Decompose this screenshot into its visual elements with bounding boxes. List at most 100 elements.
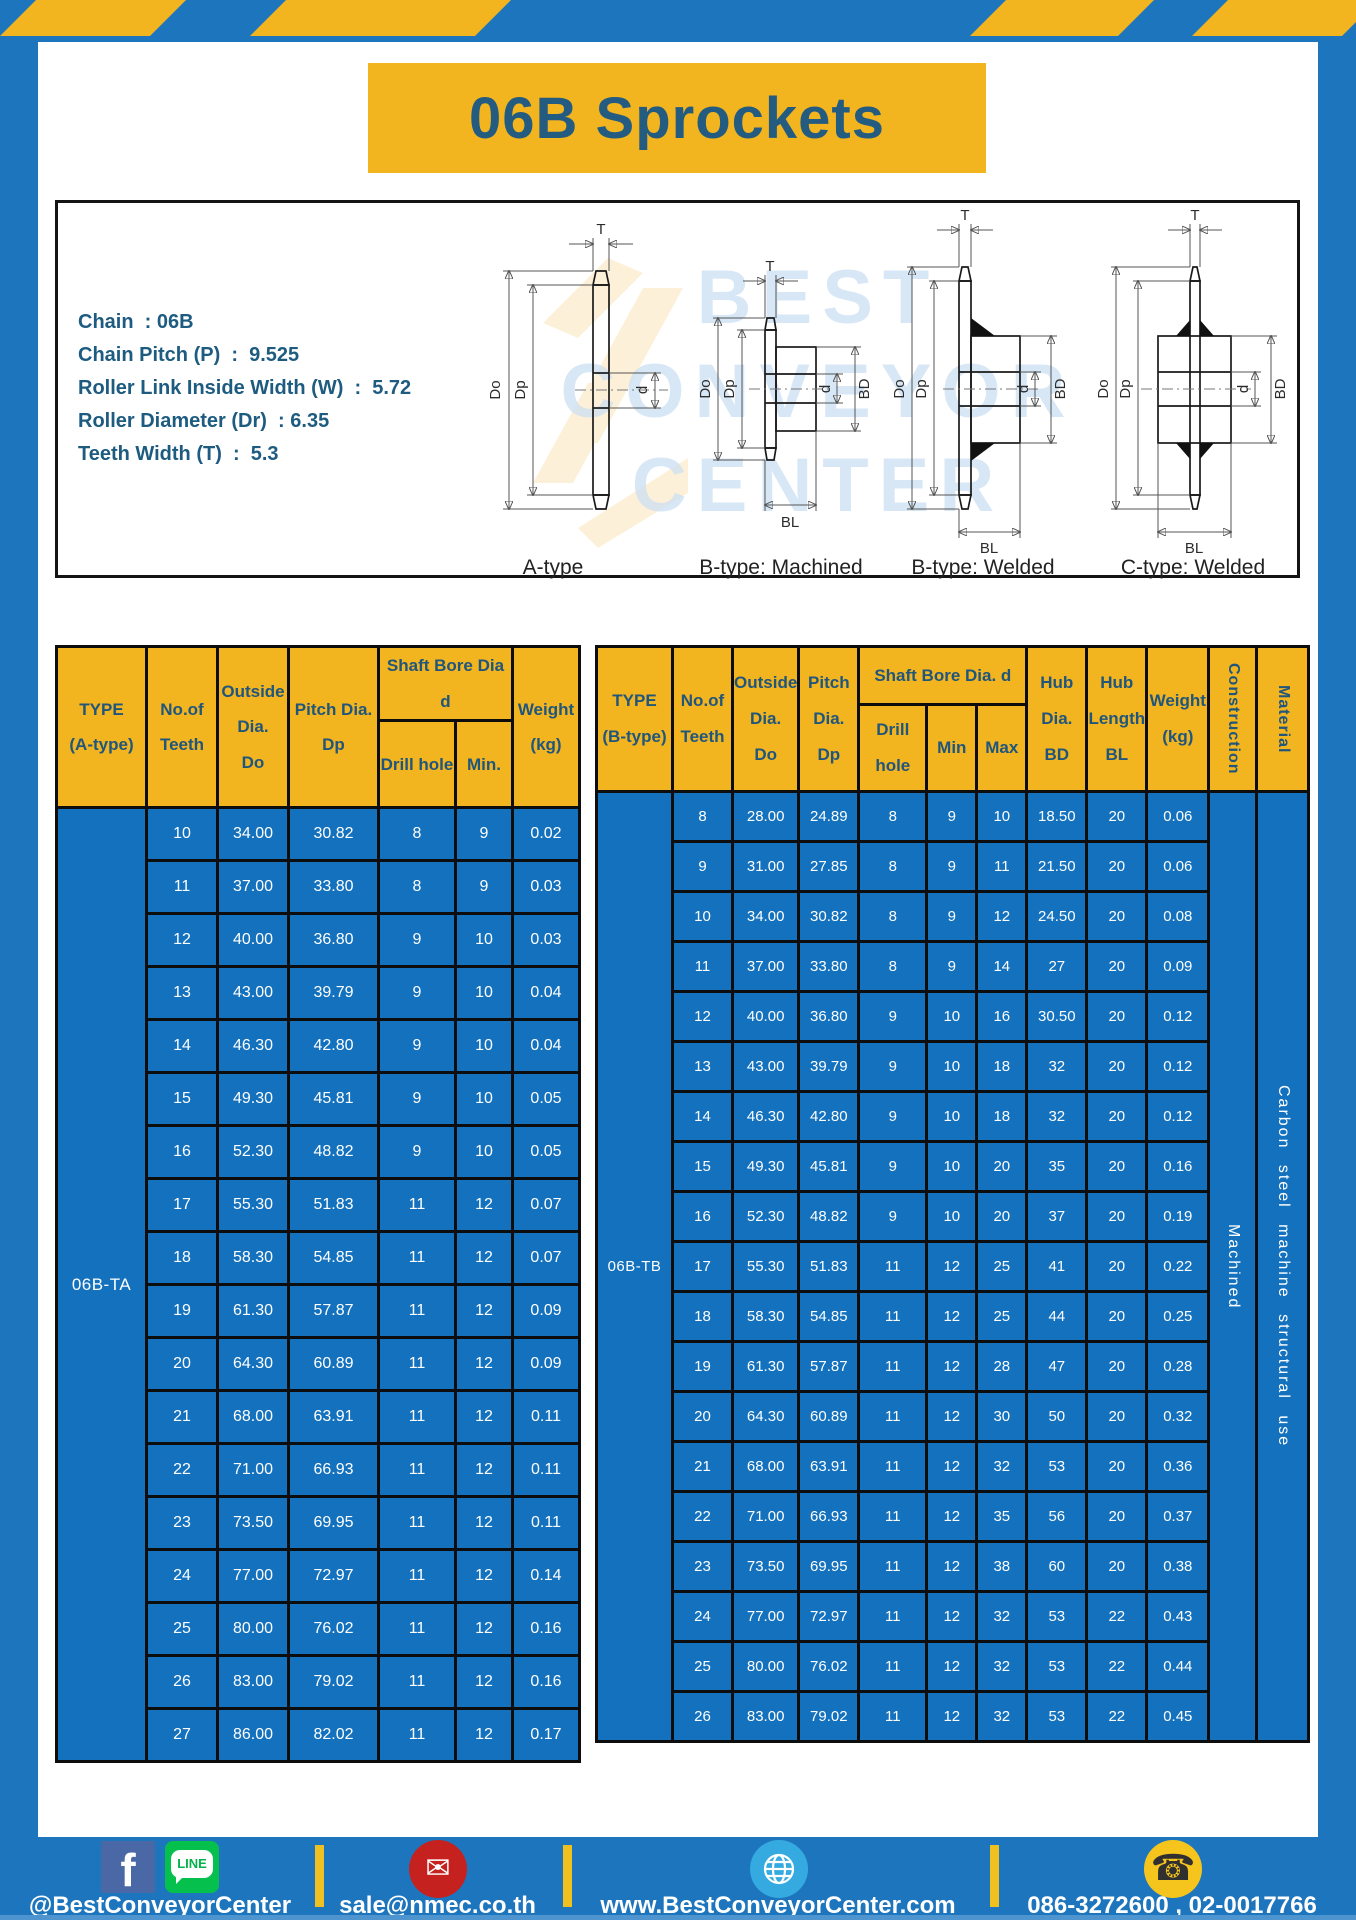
- data-cell: 20: [1085, 890, 1149, 943]
- data-cell: 11: [377, 1601, 457, 1658]
- data-cell: 16: [145, 1124, 219, 1181]
- social-handle-text: @BestConveyorCenter: [28, 1892, 292, 1919]
- data-cell: 72.97: [797, 1590, 861, 1643]
- data-cell: 10: [454, 912, 514, 969]
- data-cell: 20: [1085, 1340, 1149, 1393]
- diagram-caption-c-welded: C-type: Welded: [1120, 556, 1266, 579]
- data-cell: 15: [145, 1071, 219, 1128]
- col-header-material: Material: [1255, 645, 1311, 793]
- construction-value-cell: Machined: [1207, 790, 1259, 1743]
- data-cell: 0.11: [511, 1389, 581, 1446]
- col-header-type: TYPE (A-type): [55, 644, 148, 810]
- title-banner: 06B Sprockets: [368, 63, 986, 173]
- dim-label-d: d: [634, 386, 651, 394]
- table-row: 13 43.00 39.79 9 10 0.04: [57, 965, 581, 1022]
- data-cell: 69.95: [797, 1540, 861, 1593]
- footer-divider: [990, 1845, 999, 1907]
- data-cell: 0.38: [1145, 1540, 1211, 1593]
- data-cell: 45.81: [797, 1140, 861, 1193]
- data-cell: 9: [377, 912, 457, 969]
- data-cell: 20: [1085, 940, 1149, 993]
- data-cell: 8: [857, 890, 929, 943]
- data-cell: 54.85: [287, 1230, 380, 1287]
- table-row: 19 61.30 57.87 11 12 0.09: [57, 1283, 581, 1340]
- data-cell: 72.97: [287, 1548, 380, 1605]
- data-cell: 0.11: [511, 1442, 581, 1499]
- data-cell: 49.30: [730, 1140, 801, 1193]
- col-header-teeth: No.of Teeth: [145, 644, 219, 810]
- table-row: 26 83.00 79.02 11 12 0.16: [57, 1654, 581, 1711]
- data-cell: 57.87: [287, 1283, 380, 1340]
- data-cell: 0.22: [1145, 1240, 1211, 1293]
- data-cell: 0.19: [1145, 1190, 1211, 1243]
- data-cell: 41: [1025, 1240, 1089, 1293]
- table-row: 24 77.00 72.97 11 12 32 53 22 0.43: [597, 1590, 1309, 1643]
- data-cell: 61.30: [216, 1283, 290, 1340]
- data-cell: 11: [377, 1230, 457, 1287]
- table-row: 18 58.30 54.85 11 12 0.07: [57, 1230, 581, 1287]
- data-cell: 12: [925, 1390, 979, 1443]
- data-cell: 9: [857, 1090, 929, 1143]
- dim-label-Do: Do: [1095, 379, 1112, 398]
- line-icon: LINE: [165, 1841, 219, 1893]
- data-cell: 0.07: [511, 1177, 581, 1234]
- table-row: 17 55.30 51.83 11 12 25 41 20 0.22: [597, 1240, 1309, 1293]
- data-cell: 53: [1025, 1590, 1089, 1643]
- corner-stripe: [0, 0, 186, 36]
- data-cell: 12: [925, 1540, 979, 1593]
- data-cell: 10: [925, 1190, 979, 1243]
- data-cell: 19: [671, 1340, 734, 1393]
- data-cell: 28: [975, 1340, 1029, 1393]
- data-cell: 10: [454, 1018, 514, 1075]
- data-cell: 10: [454, 1124, 514, 1181]
- data-cell: 48.82: [797, 1190, 861, 1243]
- data-cell: 39.79: [797, 1040, 861, 1093]
- table-row: 18 58.30 54.85 11 12 25 44 20 0.25: [597, 1290, 1309, 1343]
- data-cell: 0.07: [511, 1230, 581, 1287]
- data-cell: 8: [857, 840, 929, 893]
- data-cell: 27.85: [797, 840, 861, 893]
- data-cell: 17: [671, 1240, 734, 1293]
- col-header-pitch-dia: Pitch Dia. Dp: [797, 645, 861, 793]
- data-cell: 0.11: [511, 1495, 581, 1552]
- data-cell: 16: [671, 1190, 734, 1243]
- data-cell: 32: [1025, 1090, 1089, 1143]
- data-cell: 0.12: [1145, 1040, 1211, 1093]
- table-row: 22 71.00 66.93 11 12 35 56 20 0.37: [597, 1490, 1309, 1543]
- data-cell: 11: [671, 940, 734, 993]
- data-cell: 10: [454, 1071, 514, 1128]
- data-cell: 34.00: [216, 806, 290, 863]
- table-row: 24 77.00 72.97 11 12 0.14: [57, 1548, 581, 1605]
- data-cell: 0.16: [511, 1654, 581, 1711]
- data-cell: 11: [377, 1177, 457, 1234]
- website-text: www.BestConveyorCenter.com: [600, 1892, 956, 1919]
- data-cell: 23: [671, 1540, 734, 1593]
- data-cell: 11: [857, 1590, 929, 1643]
- data-cell: 0.17: [511, 1707, 581, 1764]
- email-text: sale@nmec.co.th: [339, 1892, 536, 1919]
- data-cell: 19: [145, 1283, 219, 1340]
- data-cell: 80.00: [216, 1601, 290, 1658]
- data-cell: 0.09: [511, 1283, 581, 1340]
- table-row: 14 46.30 42.80 9 10 18 32 20 0.12: [597, 1090, 1309, 1143]
- data-cell: 32: [1025, 1040, 1089, 1093]
- col-header-drill-hole: Drill hole: [857, 703, 929, 793]
- data-cell: 37.00: [730, 940, 801, 993]
- data-cell: 11: [857, 1490, 929, 1543]
- data-cell: 24.50: [1025, 890, 1089, 943]
- chain-specs: Chain : 06B Chain Pitch (P) : 9.525 Roll…: [78, 306, 411, 471]
- data-cell: 9: [377, 1018, 457, 1075]
- data-cell: 45.81: [287, 1071, 380, 1128]
- dim-label-BD: BD: [1272, 378, 1289, 399]
- data-cell: 20: [1085, 840, 1149, 893]
- spec-line: Roller Link Inside Width (W) : 5.72: [78, 377, 412, 399]
- data-cell: 20: [1085, 1240, 1149, 1293]
- data-cell: 48.82: [287, 1124, 380, 1181]
- data-cell: 26: [671, 1690, 734, 1743]
- data-cell: 77.00: [730, 1590, 801, 1643]
- col-header-teeth: No.of Teeth: [671, 645, 734, 793]
- table-row: 25 80.00 76.02 11 12 32 53 22 0.44: [597, 1640, 1309, 1693]
- email-icon: ✉: [409, 1840, 467, 1898]
- col-header-min: Min: [925, 703, 979, 793]
